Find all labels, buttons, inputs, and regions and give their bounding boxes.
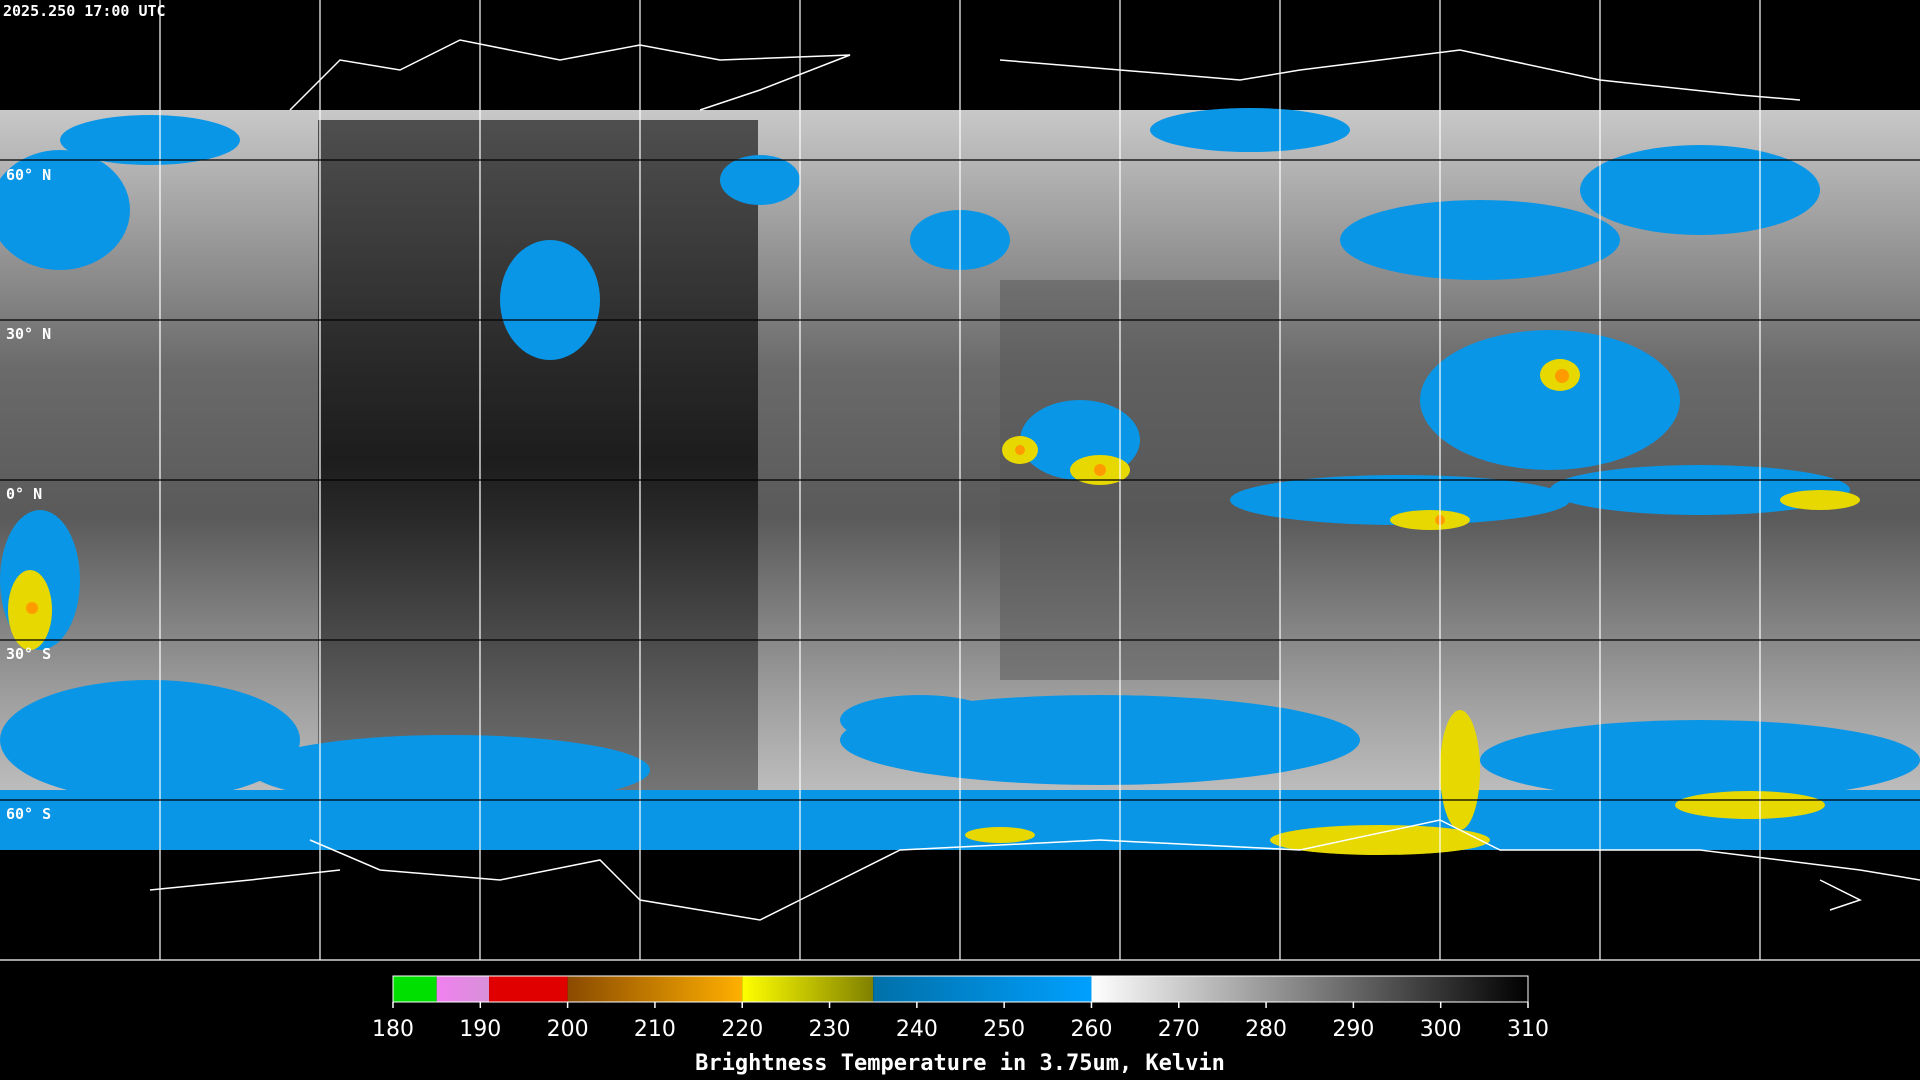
- coastlines: [149, 39, 1920, 921]
- colorbar-segment: [1091, 976, 1528, 1002]
- colorbar-tick-label: 280: [1245, 1017, 1287, 1042]
- lat-label: 0° N: [6, 485, 42, 503]
- colorbar-tick-label: 200: [547, 1017, 589, 1042]
- colorbar-tick-label: 300: [1420, 1017, 1462, 1042]
- colorbar: 180 190 200 210 220 230 240 250 260 270 280 290 300 3…: [372, 975, 1549, 1042]
- colorbar-tick-label: 240: [896, 1017, 938, 1042]
- colorbar-tick-label: 290: [1332, 1017, 1374, 1042]
- colorbar-tick-label: 270: [1158, 1017, 1200, 1042]
- colorbar-segment: [873, 976, 1092, 1002]
- lat-label: 30° N: [6, 325, 51, 343]
- colorbar-tick-label: 230: [809, 1017, 851, 1042]
- colorbar-segment: [567, 976, 743, 1002]
- colorbar-tick-label: 180: [372, 1017, 414, 1042]
- colorbar-segment: [742, 976, 874, 1002]
- colorbar-tick-label: 260: [1070, 1017, 1112, 1042]
- colorbar-tick-label: 310: [1507, 1017, 1549, 1042]
- night-sector: [318, 120, 758, 800]
- colorbar-segment: [436, 976, 490, 1002]
- colorbar-tick-label: 250: [983, 1017, 1025, 1042]
- coldest-clouds: [26, 369, 1569, 614]
- lat-label: 60° S: [6, 805, 51, 823]
- colorbar-frame: [392, 975, 1529, 1003]
- timestamp: 2025.250 17:00 UTC: [3, 2, 166, 20]
- lat-label: 30° S: [6, 645, 51, 663]
- colorbar-title: Brightness Temperature in 3.75um, Kelvin: [695, 1051, 1225, 1076]
- colorbar-segment: [489, 976, 568, 1002]
- colorbar-tick-label: 220: [721, 1017, 763, 1042]
- colorbar-tick-label: 190: [459, 1017, 501, 1042]
- graticule: [0, 0, 1920, 961]
- colorbar-tick-label: 210: [634, 1017, 676, 1042]
- colorbar-segment: [393, 976, 437, 1002]
- lat-label: 60° N: [6, 166, 51, 184]
